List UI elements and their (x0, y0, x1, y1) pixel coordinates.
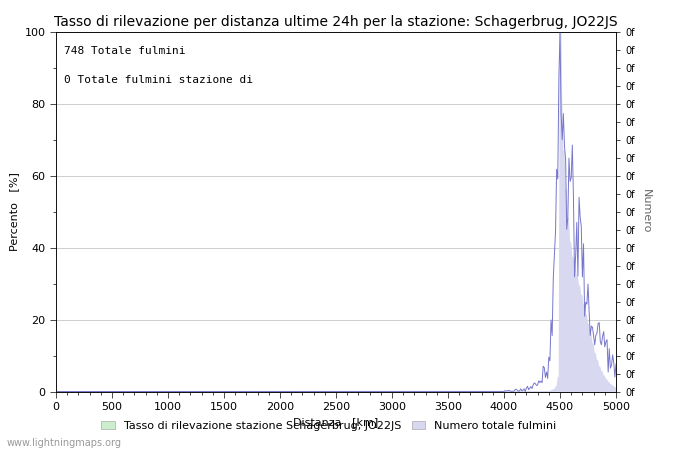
Title: Tasso di rilevazione per distanza ultime 24h per la stazione: Schagerbrug, JO22J: Tasso di rilevazione per distanza ultime… (54, 15, 618, 29)
Legend: Tasso di rilevazione stazione Schagerbrug, JO22JS, Numero totale fulmini: Tasso di rilevazione stazione Schagerbru… (97, 416, 561, 436)
Text: 748 Totale fulmini: 748 Totale fulmini (64, 46, 186, 56)
Y-axis label: Percento   [%]: Percento [%] (9, 172, 19, 251)
Text: 0 Totale fulmini stazione di: 0 Totale fulmini stazione di (64, 75, 253, 85)
Text: www.lightningmaps.org: www.lightningmaps.org (7, 438, 122, 448)
Y-axis label: Numero: Numero (641, 189, 651, 234)
X-axis label: Distanza   [km]: Distanza [km] (293, 418, 379, 428)
